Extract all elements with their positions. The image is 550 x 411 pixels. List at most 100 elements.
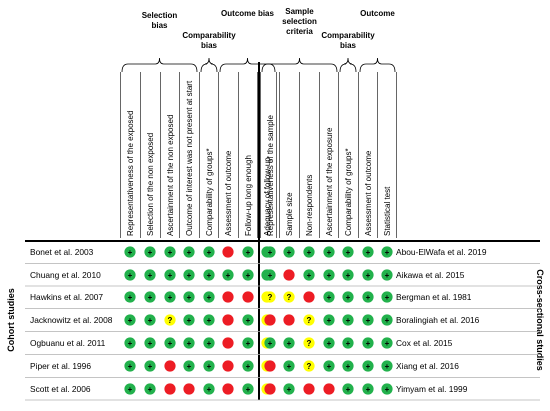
cross-rating-symbol: +	[385, 385, 390, 394]
cross-rating-dot	[264, 291, 276, 303]
cross-rating-dot	[362, 291, 374, 303]
cross-rating-dot	[362, 360, 374, 372]
cohort-rating-dot	[222, 246, 234, 258]
cross-rating-dot	[323, 291, 335, 303]
cohort-rating-dot	[203, 291, 215, 303]
cohort-column-label: Adequacy of follow-up	[263, 157, 272, 236]
cross-rating-dot	[283, 360, 295, 372]
cohort-rating-dot	[203, 314, 215, 326]
cohort-rating-symbol: +	[207, 271, 212, 280]
cross-rating-symbol: +	[327, 316, 332, 325]
cohort-rating-symbol: +	[187, 293, 192, 302]
cross-rating-symbol: +	[366, 248, 371, 257]
cohort-rating-dot	[222, 337, 234, 349]
cohort-rating-dot	[203, 337, 215, 349]
cross-rating-symbol: +	[346, 362, 351, 371]
cross-rating-symbol: +	[268, 271, 273, 280]
cross-study-row: Abou-ElWafa et al. 2019 + + + + + + +	[264, 246, 487, 258]
cross-rating-dot	[283, 291, 295, 303]
cohort-rating-dot	[222, 360, 234, 372]
cross-rating-symbol: +	[327, 339, 332, 348]
cohort-group-brace	[200, 57, 218, 73]
cross-rating-symbol: +	[366, 339, 371, 348]
cohort-rating-dot	[164, 360, 176, 372]
cohort-column-label: Comparability of groups*	[205, 148, 214, 236]
cross-rating-dot	[264, 269, 276, 281]
cross-rating-symbol: +	[385, 362, 390, 371]
cross-rating-symbol: ?	[307, 362, 312, 371]
cohort-rating-symbol: +	[128, 339, 133, 348]
cohort-study-name: Ogbuanu et al. 2011	[30, 338, 106, 348]
cross-rating-symbol: +	[327, 293, 332, 302]
cross-rating-dot	[381, 383, 393, 395]
cross-rating-symbol: +	[268, 248, 273, 257]
cohort-study-row: Jacknowitz et al. 2008++?+++?	[30, 314, 273, 326]
cross-column-label: Statistical test	[383, 186, 392, 236]
cross-rating-symbol: ?	[287, 293, 292, 302]
cross-rating-symbol: +	[366, 316, 371, 325]
cohort-study-row: Chuang et al. 2010 + + + + + + + +	[30, 269, 273, 281]
cohort-rating-symbol: +	[246, 316, 251, 325]
cohort-rating-symbol: +	[148, 385, 153, 394]
cross-rating-symbol: +	[366, 385, 371, 394]
cohort-rating-symbol: +	[246, 248, 251, 257]
cross-rating-dot	[381, 246, 393, 258]
cohort-rating-dot	[183, 360, 195, 372]
cohort-rating-symbol: ?	[168, 316, 173, 325]
cohort-rating-dot	[124, 337, 136, 349]
cross-rating-dot	[342, 383, 354, 395]
cohort-rating-symbol: +	[148, 248, 153, 257]
cohort-group-brace	[219, 57, 276, 73]
cohort-rating-dot	[242, 383, 254, 395]
cohort-rating-dot	[124, 314, 136, 326]
cohort-rating-dot	[242, 269, 254, 281]
cohort-rating-dot	[144, 360, 156, 372]
cohort-rating-dot	[183, 383, 195, 395]
cross-group-label: bias	[340, 41, 357, 50]
cohort-rating-symbol: +	[207, 339, 212, 348]
cross-study-row: Aikawa et al. 2015 + + + + + +	[264, 269, 465, 281]
cross-rating-symbol: +	[287, 339, 292, 348]
cohort-rating-symbol: +	[226, 271, 231, 280]
cross-study-name: Yimyam et al. 1999	[396, 384, 468, 394]
cohort-rating-dot	[242, 360, 254, 372]
cohort-group-label: Outcome bias	[221, 9, 274, 18]
cohort-study-row: Hawkins et al. 2007 + + + + +?	[30, 291, 273, 303]
cross-rating-symbol: +	[366, 293, 371, 302]
cohort-rating-symbol: +	[148, 316, 153, 325]
cross-rating-dot	[323, 269, 335, 281]
cross-rating-symbol: +	[366, 271, 371, 280]
cross-rating-dot	[303, 360, 315, 372]
cohort-rating-symbol: +	[246, 271, 251, 280]
cross-study-name: Xiang et al. 2016	[396, 361, 459, 371]
cohort-rating-dot	[183, 314, 195, 326]
cohort-rating-dot	[164, 383, 176, 395]
cross-group-label: Comparability	[321, 31, 375, 40]
cross-column-label: Non-respondents	[305, 175, 314, 236]
cross-group-label: Sample	[285, 7, 314, 16]
cross-rating-dot	[381, 269, 393, 281]
cross-rating-dot	[323, 360, 335, 372]
cross-rating-symbol: +	[327, 362, 332, 371]
cross-rating-dot	[303, 291, 315, 303]
cross-rating-dot	[264, 360, 276, 372]
cross-rating-symbol: +	[268, 339, 273, 348]
cross-rating-dot	[323, 337, 335, 349]
cohort-rating-symbol: +	[128, 248, 133, 257]
cohort-study-row: Scott et al. 2006++++?	[30, 383, 273, 395]
cross-rating-symbol: +	[346, 293, 351, 302]
cohort-rating-dot	[164, 314, 176, 326]
cohort-rating-symbol: +	[128, 362, 133, 371]
cross-rating-symbol: +	[327, 271, 332, 280]
cross-rating-dot	[323, 314, 335, 326]
cohort-rating-dot	[124, 383, 136, 395]
cohort-group-label: Selection	[142, 11, 178, 20]
cohort-rating-symbol: +	[207, 385, 212, 394]
cohort-rating-dot	[203, 383, 215, 395]
cohort-rating-dot	[164, 246, 176, 258]
cohort-rating-dot	[124, 246, 136, 258]
cross-column-label: Sample size	[285, 192, 294, 236]
cross-rating-dot	[381, 314, 393, 326]
